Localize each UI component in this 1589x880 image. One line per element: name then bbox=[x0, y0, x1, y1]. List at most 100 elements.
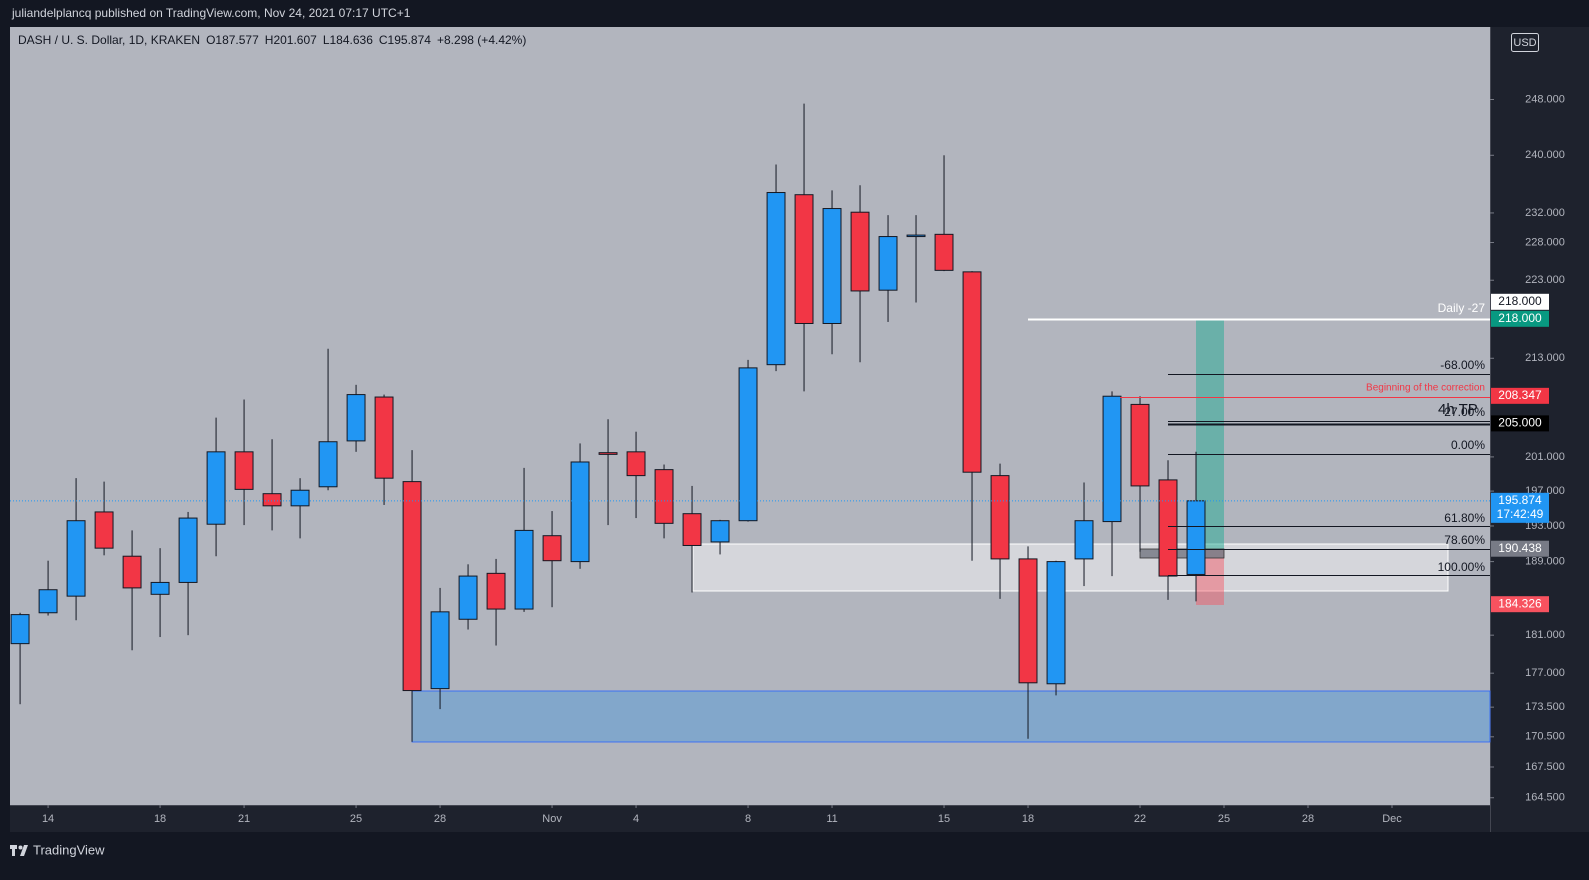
x-tick-label: 28 bbox=[434, 813, 446, 825]
x-tick-label: 28 bbox=[1302, 813, 1314, 825]
candle-body bbox=[990, 475, 1010, 560]
brand-logo bbox=[10, 845, 28, 856]
entry-zone bbox=[1139, 548, 1225, 559]
fib-labels: -68.00% 27.00% 0.00% 61.80% 78.60% 100.0… bbox=[1438, 358, 1486, 574]
candle-body bbox=[878, 236, 898, 291]
brand: TradingView bbox=[33, 842, 105, 857]
fib-label: 100.00% bbox=[1438, 560, 1486, 574]
candle-body bbox=[430, 611, 450, 690]
y-tick-label: 213.000 bbox=[1525, 352, 1565, 364]
candle-body bbox=[38, 589, 58, 614]
y-tick-label: 170.500 bbox=[1525, 731, 1565, 743]
time-axis bbox=[10, 805, 1490, 832]
candle-body bbox=[374, 396, 394, 479]
range-zone bbox=[692, 543, 1449, 592]
legend-close: C195.874 bbox=[379, 33, 431, 47]
legend: DASH / U. S. Dollar, 1D, KRAKEN O187.577 H… bbox=[18, 33, 526, 47]
x-tick-label: 15 bbox=[938, 813, 950, 825]
price-label-box bbox=[1491, 293, 1549, 310]
candle-body bbox=[654, 469, 674, 524]
price-label-box bbox=[1491, 415, 1549, 432]
y-tick-label: 189.000 bbox=[1525, 556, 1565, 568]
candle-body bbox=[1074, 520, 1094, 560]
symbol: DASH / U. S. Dollar, 1D, KRAKEN bbox=[18, 33, 200, 47]
x-tick-label: 21 bbox=[238, 813, 250, 825]
x-tick-label: Dec bbox=[1382, 813, 1402, 825]
y-tick-label: 201.000 bbox=[1525, 451, 1565, 463]
candle-body bbox=[850, 211, 870, 292]
x-tick-label: 25 bbox=[350, 813, 362, 825]
fib-label: 0.00% bbox=[1451, 438, 1485, 452]
price-label: 208.347 bbox=[1498, 388, 1542, 402]
currency-box[interactable] bbox=[1511, 33, 1539, 52]
correction-label: Beginning of the correction bbox=[1366, 383, 1485, 394]
candles bbox=[10, 103, 1206, 742]
candle-body bbox=[458, 575, 478, 620]
y-tick-label: 232.000 bbox=[1525, 207, 1565, 219]
candle-body bbox=[346, 394, 366, 442]
y-tick-label: 223.000 bbox=[1525, 274, 1565, 286]
legend-low: L184.636 bbox=[323, 33, 373, 47]
x-tick-label: 14 bbox=[42, 813, 54, 825]
candle-body bbox=[178, 517, 198, 583]
price-label: 195.874 bbox=[1498, 493, 1542, 507]
candle-body bbox=[1102, 395, 1122, 523]
countdown: 17:42:49 bbox=[1497, 507, 1544, 521]
y-tick-label: 248.000 bbox=[1525, 93, 1565, 105]
price-label-box bbox=[1491, 310, 1549, 327]
candle-body bbox=[682, 513, 702, 546]
tp-label: 4h TP bbox=[1438, 401, 1478, 418]
x-tick-label: 22 bbox=[1134, 813, 1146, 825]
legend-high: H201.607 bbox=[265, 33, 317, 47]
candle-body bbox=[542, 535, 562, 562]
currency[interactable]: USD bbox=[1513, 37, 1536, 49]
price-label: 190.438 bbox=[1498, 541, 1542, 555]
x-tick-label: 4 bbox=[633, 813, 639, 825]
candle-body bbox=[486, 572, 506, 610]
candle-body bbox=[402, 481, 422, 692]
x-tick-label: Nov bbox=[542, 813, 562, 825]
y-tick-label: 240.000 bbox=[1525, 149, 1565, 161]
x-tick-label: 8 bbox=[745, 813, 751, 825]
candle-body bbox=[1186, 500, 1206, 575]
x-tick-label: 18 bbox=[154, 813, 166, 825]
candle-body bbox=[1158, 479, 1178, 577]
legend-change: +8.298 (+4.42%) bbox=[437, 33, 526, 47]
x-tick-label: 25 bbox=[1218, 813, 1230, 825]
fib-label: -68.00% bbox=[1440, 358, 1485, 372]
fib-lines bbox=[1168, 374, 1490, 576]
price-label: 184.326 bbox=[1498, 596, 1542, 610]
candle-body bbox=[1130, 403, 1150, 487]
candle-body bbox=[234, 451, 254, 490]
publisher: juliandelplancq published on TradingView… bbox=[11, 6, 411, 20]
fib-label: 61.80% bbox=[1444, 511, 1485, 525]
y-tick-label: 164.500 bbox=[1525, 792, 1565, 804]
candle-body bbox=[122, 555, 142, 589]
x-tick-label: 11 bbox=[826, 813, 837, 825]
candle-body bbox=[766, 192, 786, 366]
candle-body bbox=[1046, 561, 1066, 685]
candle-body bbox=[514, 529, 534, 610]
candle-body bbox=[206, 451, 226, 525]
daily-label: Daily -27 bbox=[1438, 301, 1486, 315]
candle-body bbox=[94, 511, 114, 549]
y-tick-label: 181.000 bbox=[1525, 629, 1565, 641]
candle-body bbox=[150, 581, 170, 595]
price-label-box bbox=[1491, 540, 1549, 557]
candle-body bbox=[626, 451, 646, 477]
candle-body bbox=[66, 520, 86, 597]
y-tick-label: 193.000 bbox=[1525, 520, 1565, 532]
candle-body bbox=[710, 520, 730, 543]
x-tick-label: 18 bbox=[1022, 813, 1034, 825]
fib-label: 27.00% bbox=[1444, 405, 1485, 419]
price-label-box bbox=[1491, 596, 1549, 613]
price-label: 205.000 bbox=[1498, 416, 1542, 430]
candle-body bbox=[598, 452, 618, 455]
candle-body bbox=[934, 233, 954, 271]
price-label-box bbox=[1491, 492, 1549, 523]
candle-body bbox=[906, 234, 926, 238]
candle-body bbox=[1018, 558, 1038, 684]
candle-body bbox=[738, 367, 758, 522]
